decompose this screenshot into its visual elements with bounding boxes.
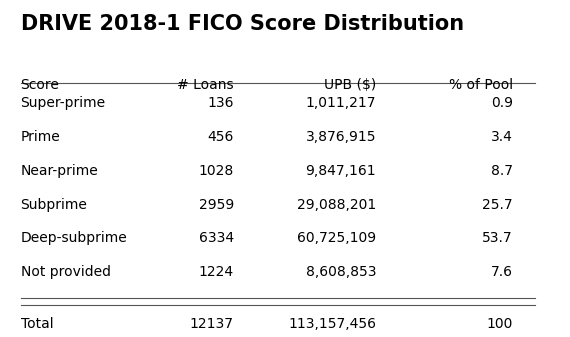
- Text: 1028: 1028: [199, 164, 234, 178]
- Text: 29,088,201: 29,088,201: [297, 197, 376, 212]
- Text: 25.7: 25.7: [482, 197, 513, 212]
- Text: Deep-subprime: Deep-subprime: [21, 232, 127, 245]
- Text: 113,157,456: 113,157,456: [288, 317, 376, 331]
- Text: Prime: Prime: [21, 130, 60, 144]
- Text: 8.7: 8.7: [491, 164, 513, 178]
- Text: 7.6: 7.6: [491, 265, 513, 279]
- Text: 100: 100: [487, 317, 513, 331]
- Text: % of Pool: % of Pool: [449, 78, 513, 92]
- Text: Subprime: Subprime: [21, 197, 87, 212]
- Text: 60,725,109: 60,725,109: [297, 232, 376, 245]
- Text: 0.9: 0.9: [491, 96, 513, 110]
- Text: 1,011,217: 1,011,217: [306, 96, 376, 110]
- Text: Total: Total: [21, 317, 53, 331]
- Text: Near-prime: Near-prime: [21, 164, 99, 178]
- Text: Score: Score: [21, 78, 59, 92]
- Text: 456: 456: [207, 130, 234, 144]
- Text: 12137: 12137: [190, 317, 234, 331]
- Text: 3.4: 3.4: [491, 130, 513, 144]
- Text: DRIVE 2018-1 FICO Score Distribution: DRIVE 2018-1 FICO Score Distribution: [21, 14, 464, 34]
- Text: 6334: 6334: [199, 232, 234, 245]
- Text: 1224: 1224: [199, 265, 234, 279]
- Text: 53.7: 53.7: [482, 232, 513, 245]
- Text: Super-prime: Super-prime: [21, 96, 105, 110]
- Text: 2959: 2959: [199, 197, 234, 212]
- Text: 9,847,161: 9,847,161: [306, 164, 376, 178]
- Text: Not provided: Not provided: [21, 265, 111, 279]
- Text: 3,876,915: 3,876,915: [306, 130, 376, 144]
- Text: UPB ($): UPB ($): [324, 78, 376, 92]
- Text: 136: 136: [207, 96, 234, 110]
- Text: # Loans: # Loans: [177, 78, 234, 92]
- Text: 8,608,853: 8,608,853: [306, 265, 376, 279]
